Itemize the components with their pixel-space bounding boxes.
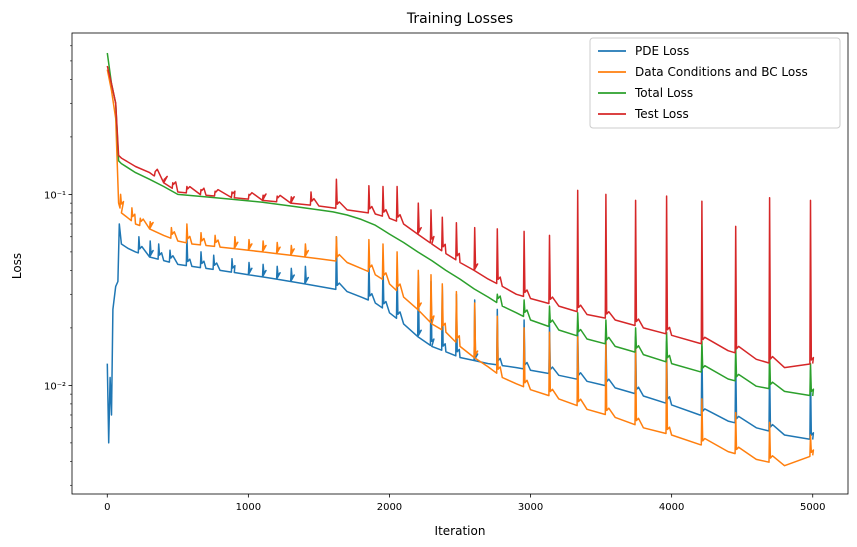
x-tick-label: 3000 — [518, 502, 543, 513]
x-axis-label: Iteration — [435, 524, 486, 538]
x-tick-label: 1000 — [236, 502, 261, 513]
series-line-4 — [106, 65, 815, 369]
legend-entry: Data Conditions and BC Loss — [635, 65, 808, 79]
axes-frame — [71, 32, 849, 495]
legend: PDE Loss Data Conditions and BC Loss Total… — [589, 37, 841, 129]
x-tick-label: 5000 — [800, 502, 825, 513]
y-axis-ticks: 10⁻² 10⁻¹ — [44, 45, 72, 486]
plot-lines — [106, 52, 815, 467]
series-line-1 — [106, 223, 815, 444]
legend-entry: PDE Loss — [635, 44, 689, 58]
x-tick-label: 4000 — [659, 502, 684, 513]
legend-entry: Total Loss — [634, 86, 693, 100]
series-line-3 — [106, 52, 815, 397]
x-tick-label: 2000 — [377, 502, 402, 513]
x-axis-ticks: 0 1000 2000 3000 4000 5000 — [104, 494, 825, 513]
legend-box — [589, 37, 841, 129]
x-tick-label: 0 — [104, 502, 110, 513]
legend-entry: Test Loss — [634, 107, 689, 121]
series-line-2 — [106, 69, 815, 467]
chart-title: Training Losses — [406, 11, 513, 27]
y-tick-label: 10⁻² — [44, 381, 66, 392]
y-tick-label: 10⁻¹ — [44, 190, 66, 201]
y-axis-label: Loss — [10, 253, 24, 279]
